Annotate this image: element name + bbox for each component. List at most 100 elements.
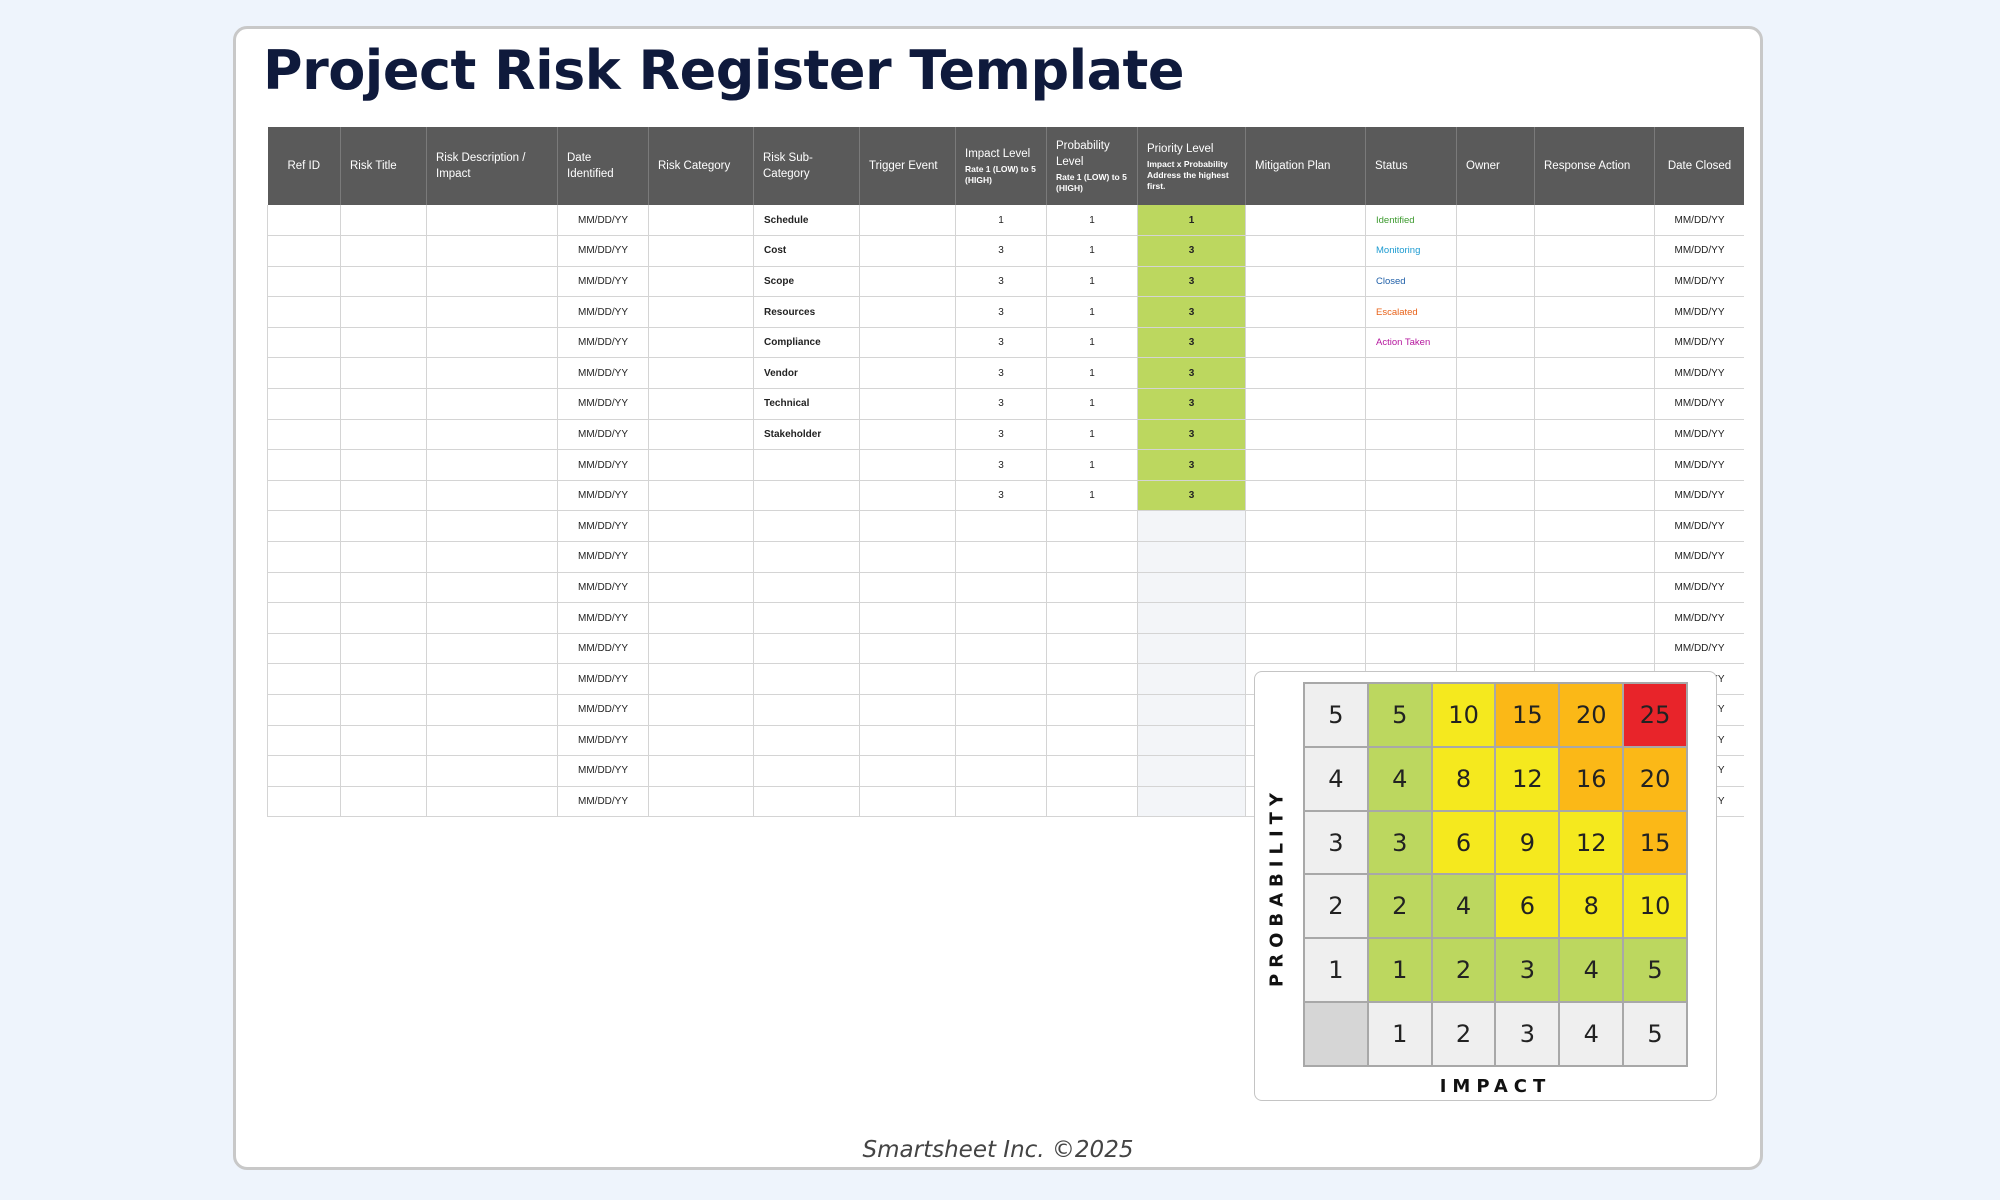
table-cell[interactable] xyxy=(859,633,956,665)
table-cell[interactable]: 3 xyxy=(955,419,1047,451)
table-cell[interactable] xyxy=(1137,510,1246,543)
table-cell[interactable] xyxy=(1046,663,1138,695)
table-cell[interactable] xyxy=(1245,633,1366,665)
table-cell[interactable] xyxy=(753,786,860,818)
table-cell[interactable]: MM/DD/YY xyxy=(557,663,649,695)
table-cell[interactable] xyxy=(426,755,558,787)
table-cell[interactable] xyxy=(1245,419,1366,451)
table-cell[interactable]: MM/DD/YY xyxy=(557,327,649,359)
table-cell[interactable] xyxy=(426,541,558,573)
table-cell[interactable]: Compliance xyxy=(753,327,860,359)
table-cell[interactable] xyxy=(1137,541,1246,573)
table-cell[interactable] xyxy=(426,388,558,420)
table-cell[interactable] xyxy=(859,388,956,420)
table-cell[interactable] xyxy=(1534,388,1655,420)
table-cell[interactable] xyxy=(648,327,754,359)
table-cell[interactable] xyxy=(426,357,558,390)
table-cell[interactable] xyxy=(1245,357,1366,390)
table-cell[interactable]: MM/DD/YY xyxy=(1654,449,1744,481)
table-cell[interactable] xyxy=(1534,357,1655,390)
table-cell[interactable] xyxy=(426,449,558,481)
table-cell[interactable] xyxy=(859,266,956,298)
table-cell[interactable] xyxy=(1456,449,1535,481)
table-cell[interactable] xyxy=(753,510,860,543)
table-cell[interactable] xyxy=(426,694,558,726)
table-cell[interactable] xyxy=(753,572,860,604)
table-cell[interactable] xyxy=(753,633,860,665)
table-cell[interactable] xyxy=(955,694,1047,726)
table-cell[interactable] xyxy=(1365,480,1457,512)
table-cell[interactable]: 3 xyxy=(1137,266,1246,298)
table-cell[interactable]: Closed xyxy=(1365,266,1457,298)
table-cell[interactable] xyxy=(648,235,754,267)
table-cell[interactable]: MM/DD/YY xyxy=(557,725,649,757)
table-cell[interactable] xyxy=(1046,572,1138,604)
table-cell[interactable]: MM/DD/YY xyxy=(557,541,649,573)
table-cell[interactable] xyxy=(648,602,754,634)
table-cell[interactable]: MM/DD/YY xyxy=(1654,510,1744,543)
table-cell[interactable]: MM/DD/YY xyxy=(557,755,649,787)
table-cell[interactable]: 1 xyxy=(1046,205,1138,237)
table-cell[interactable] xyxy=(1137,755,1246,787)
table-cell[interactable]: MM/DD/YY xyxy=(1654,541,1744,573)
table-cell[interactable]: Monitoring xyxy=(1365,235,1457,267)
table-cell[interactable]: 1 xyxy=(1046,266,1138,298)
table-cell[interactable]: MM/DD/YY xyxy=(557,205,649,237)
table-cell[interactable] xyxy=(1456,327,1535,359)
table-cell[interactable] xyxy=(1365,357,1457,390)
table-cell[interactable]: 1 xyxy=(1046,327,1138,359)
table-cell[interactable] xyxy=(340,357,427,390)
table-cell[interactable] xyxy=(1534,480,1655,512)
table-cell[interactable] xyxy=(267,419,341,451)
table-cell[interactable] xyxy=(648,449,754,481)
table-cell[interactable] xyxy=(1137,694,1246,726)
table-cell[interactable] xyxy=(648,510,754,543)
table-cell[interactable] xyxy=(955,725,1047,757)
table-cell[interactable] xyxy=(648,755,754,787)
table-cell[interactable] xyxy=(753,725,860,757)
table-cell[interactable] xyxy=(1046,694,1138,726)
table-cell[interactable] xyxy=(1245,266,1366,298)
table-cell[interactable]: Identified xyxy=(1365,205,1457,237)
table-cell[interactable]: 3 xyxy=(955,296,1047,328)
table-cell[interactable] xyxy=(1365,541,1457,573)
table-cell[interactable] xyxy=(1245,205,1366,237)
table-cell[interactable]: MM/DD/YY xyxy=(557,419,649,451)
table-cell[interactable] xyxy=(1456,235,1535,267)
table-cell[interactable] xyxy=(753,480,860,512)
table-cell[interactable] xyxy=(648,357,754,390)
table-cell[interactable] xyxy=(955,510,1047,543)
table-cell[interactable] xyxy=(1456,357,1535,390)
table-cell[interactable] xyxy=(340,602,427,634)
table-cell[interactable] xyxy=(340,694,427,726)
table-cell[interactable]: 1 xyxy=(1046,449,1138,481)
table-cell[interactable] xyxy=(753,663,860,695)
table-cell[interactable]: 3 xyxy=(1137,449,1246,481)
table-cell[interactable]: Cost xyxy=(753,235,860,267)
table-cell[interactable]: 1 xyxy=(1046,296,1138,328)
table-cell[interactable]: Technical xyxy=(753,388,860,420)
table-cell[interactable]: Escalated xyxy=(1365,296,1457,328)
table-cell[interactable] xyxy=(648,296,754,328)
table-cell[interactable] xyxy=(1245,388,1366,420)
table-cell[interactable]: 3 xyxy=(955,449,1047,481)
table-cell[interactable] xyxy=(1534,633,1655,665)
table-cell[interactable] xyxy=(1456,266,1535,298)
table-cell[interactable] xyxy=(267,205,341,237)
table-cell[interactable]: MM/DD/YY xyxy=(1654,388,1744,420)
table-cell[interactable] xyxy=(648,694,754,726)
table-cell[interactable] xyxy=(340,755,427,787)
table-cell[interactable] xyxy=(1245,449,1366,481)
table-cell[interactable] xyxy=(1046,541,1138,573)
table-cell[interactable]: 3 xyxy=(955,266,1047,298)
table-cell[interactable] xyxy=(1534,572,1655,604)
table-cell[interactable] xyxy=(426,786,558,818)
table-cell[interactable] xyxy=(340,633,427,665)
table-cell[interactable]: 3 xyxy=(1137,357,1246,390)
table-cell[interactable]: 3 xyxy=(1137,296,1246,328)
table-cell[interactable]: 3 xyxy=(955,388,1047,420)
table-cell[interactable]: 1 xyxy=(1046,419,1138,451)
table-cell[interactable]: MM/DD/YY xyxy=(1654,572,1744,604)
table-cell[interactable]: MM/DD/YY xyxy=(557,572,649,604)
table-cell[interactable] xyxy=(648,266,754,298)
